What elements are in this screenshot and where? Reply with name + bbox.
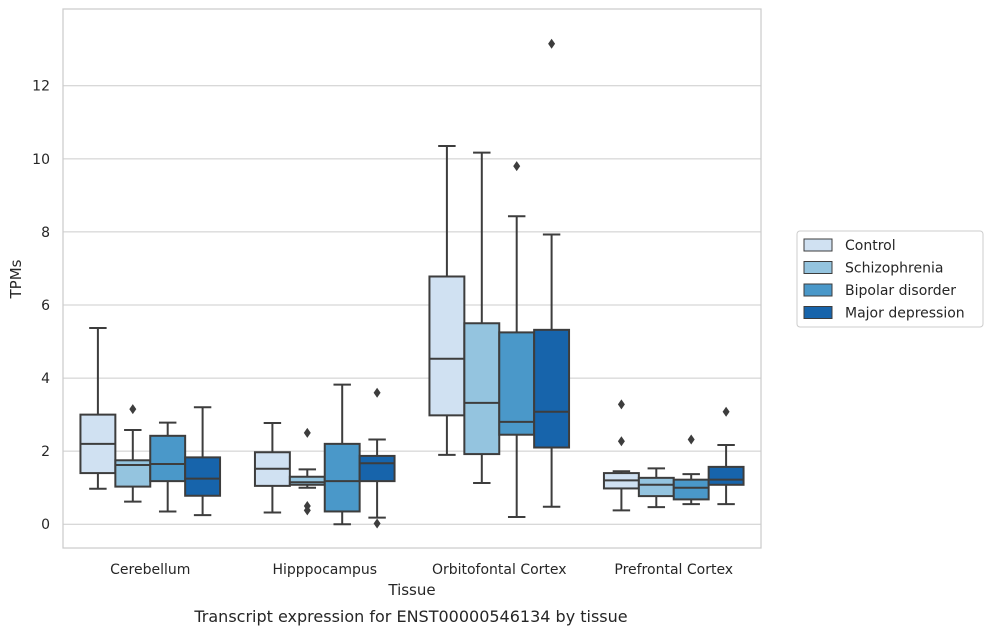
- x-tick-label: Hipppocampus: [272, 562, 377, 578]
- legend-swatch: [803, 306, 833, 319]
- y-tick-label: 6: [41, 298, 50, 314]
- x-tick-label: Cerebellum: [110, 562, 190, 578]
- y-tick-labels: 0 2 4 6 8 10 12: [32, 79, 50, 534]
- box: [149, 421, 187, 513]
- box: [498, 161, 536, 518]
- box: [428, 145, 466, 456]
- legend-frame: [796, 230, 984, 328]
- legend-swatch: [803, 261, 833, 274]
- outlier-point: [373, 518, 381, 529]
- box-body: [184, 456, 222, 497]
- y-tick-label: 4: [41, 371, 50, 387]
- box-body: [707, 465, 745, 486]
- outlier-point: [373, 387, 381, 398]
- outlier-point: [513, 161, 521, 172]
- box: [288, 427, 326, 516]
- box-body: [498, 331, 536, 436]
- box-body: [428, 275, 466, 417]
- y-tick-label: 0: [41, 517, 50, 533]
- outlier-point: [687, 434, 695, 445]
- y-axis-label: TPMs: [7, 259, 25, 299]
- legend-label: Bipolar disorder: [845, 283, 956, 299]
- box: [533, 38, 571, 508]
- box-body: [463, 322, 501, 456]
- x-axis-label: Tissue: [387, 581, 435, 599]
- plot-frame: [62, 8, 762, 549]
- outlier-point: [617, 436, 625, 447]
- box-body: [672, 478, 710, 501]
- box: [253, 422, 291, 514]
- box: [323, 383, 361, 526]
- chart-caption: Transcript expression for ENST0000054613…: [193, 607, 627, 626]
- outlier-point: [548, 38, 556, 49]
- outlier-point: [129, 404, 137, 415]
- legend: Control Schizophrenia Bipolar disorder Majo…: [796, 230, 984, 328]
- outlier-point: [303, 500, 311, 511]
- box: [707, 406, 745, 506]
- box-body: [533, 328, 571, 449]
- box-body: [637, 476, 675, 498]
- legend-swatch: [803, 238, 833, 252]
- box: [79, 327, 117, 490]
- box: [184, 406, 222, 517]
- y-tick-label: 2: [41, 444, 50, 460]
- box: [114, 404, 152, 503]
- x-tick-labels: Cerebellum Hipppocampus Orbitofontal Corte…: [110, 562, 733, 578]
- y-tick-label: 12: [32, 79, 50, 95]
- box-body: [323, 442, 361, 513]
- box-body: [149, 434, 187, 483]
- legend-label: Control: [845, 238, 896, 254]
- y-tick-label: 8: [41, 225, 50, 241]
- outlier-point: [617, 399, 625, 410]
- box: [358, 387, 396, 529]
- legend-label: Major depression: [845, 306, 965, 322]
- outlier-point: [722, 406, 730, 417]
- box-series: [79, 38, 745, 529]
- legend-label: Schizophrenia: [845, 261, 943, 277]
- box: [602, 399, 640, 512]
- x-tick-label: Orbitofontal Cortex: [432, 562, 567, 578]
- legend-swatch: [803, 283, 833, 297]
- box: [672, 434, 710, 506]
- x-tick-label: Prefrontal Cortex: [614, 562, 733, 578]
- y-tick-label: 10: [32, 152, 50, 168]
- box-body: [288, 475, 326, 486]
- box-body: [358, 454, 396, 483]
- box: [463, 151, 501, 484]
- outlier-point: [303, 427, 311, 438]
